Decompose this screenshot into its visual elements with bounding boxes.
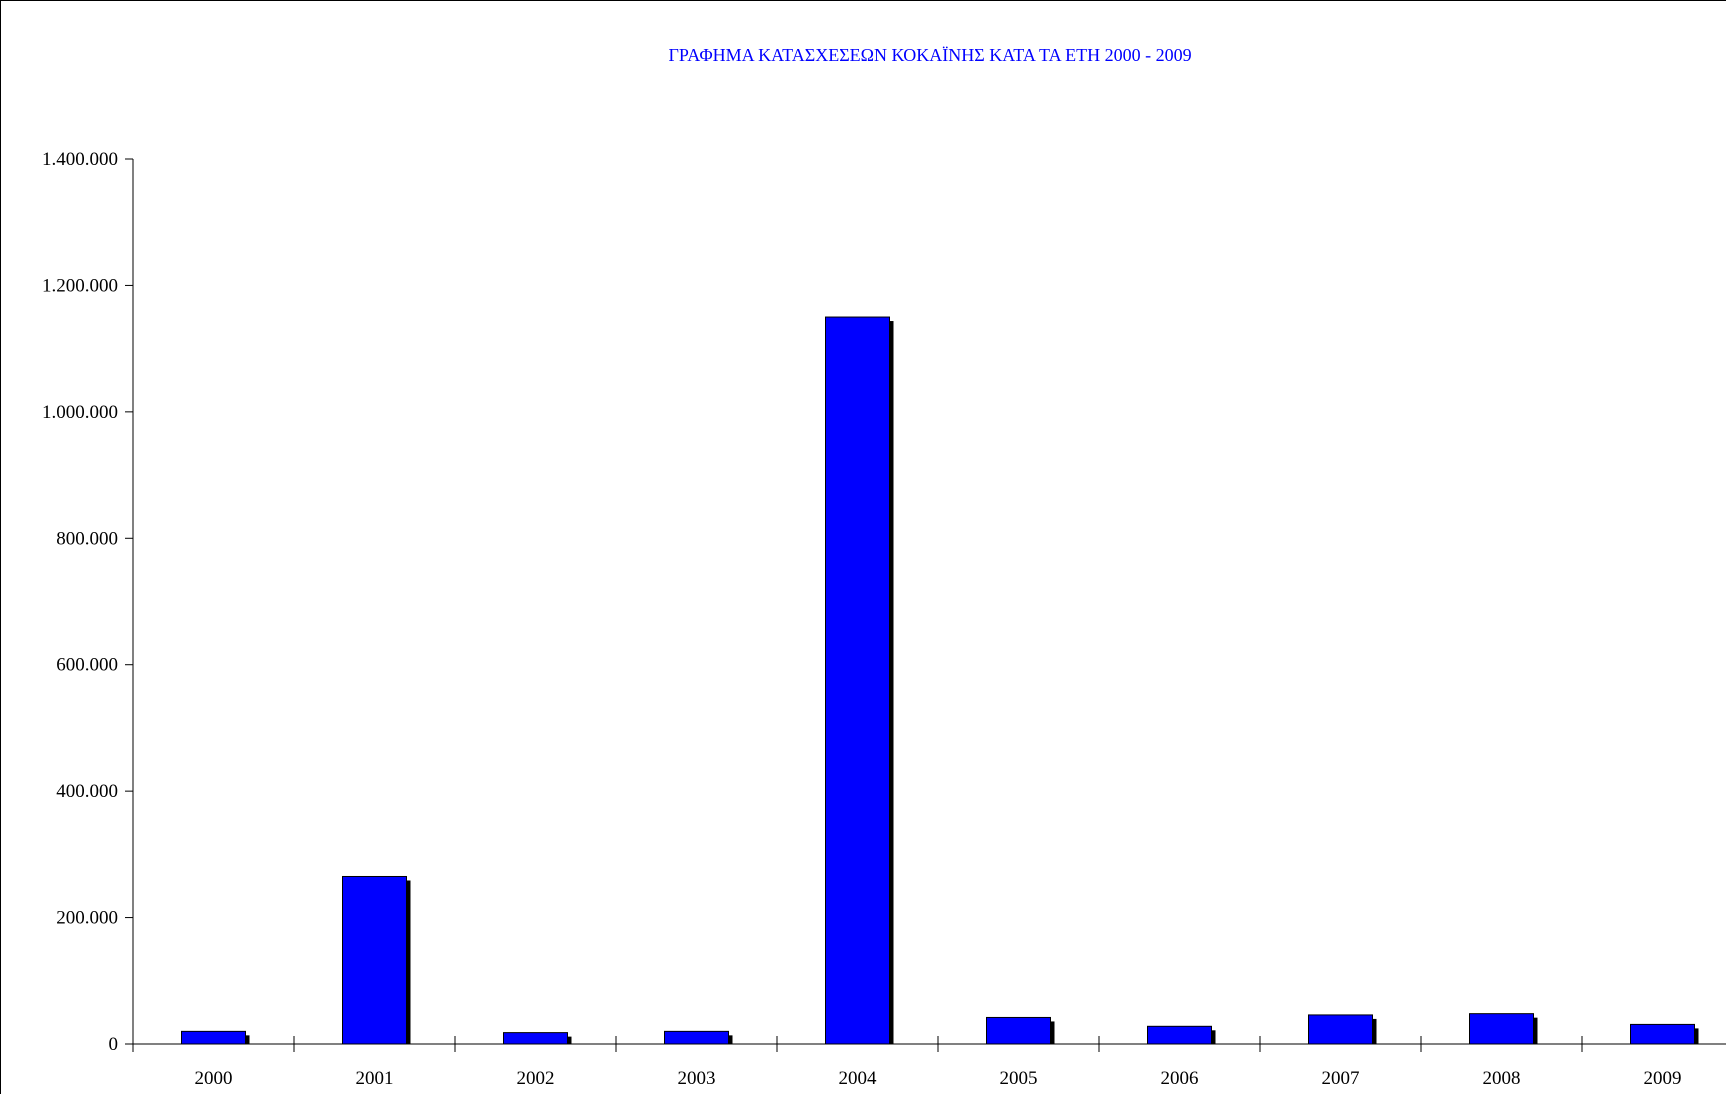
y-tick-label: 400.000 (56, 781, 118, 802)
y-tick-label: 1.400.000 (42, 149, 118, 170)
y-tick-label: 800.000 (56, 528, 118, 549)
x-tick-label: 2001 (356, 1068, 394, 1089)
bars (181, 316, 1699, 1045)
x-tick-label: 2008 (1483, 1068, 1521, 1089)
bar-2009 (1630, 1023, 1695, 1045)
x-tick-label: 2004 (839, 1068, 878, 1089)
y-tick-label: 600.000 (56, 655, 118, 676)
y-tick-label: 0 (109, 1034, 119, 1055)
x-ticks: 2000 2001 2002 2003 2004 2005 2006 2007 2008 2009 (195, 1036, 1682, 1089)
x-tick-label: 2003 (678, 1068, 716, 1089)
x-tick-label: 2006 (1161, 1068, 1199, 1089)
y-tick-label: 200.000 (56, 908, 118, 929)
chart-title: ΓΡΑΦΗΜΑ ΚΑΤΑΣΧΕΣΕΩΝ ΚΟΚΑΪΝΗΣ ΚΑΤΑ ΤΑ ΕΤΗ… (668, 45, 1192, 65)
x-tick-label: 2009 (1644, 1068, 1682, 1089)
bar-2008 (1469, 1013, 1534, 1045)
y-tick-label: 1.000.000 (42, 402, 118, 423)
x-tick-label: 2000 (195, 1068, 233, 1089)
y-tick-label: 1.200.000 (42, 275, 118, 296)
bar-2006 (1147, 1025, 1212, 1045)
bar-2004 (825, 316, 890, 1045)
x-tick-label: 2002 (517, 1068, 555, 1089)
bar-2001 (342, 875, 407, 1045)
bar-2000 (181, 1030, 246, 1045)
y-ticks: 0 200.000 400.000 600.000 800.000 1.000.000 1.… (42, 149, 133, 1055)
bar-2007 (1308, 1014, 1373, 1045)
bar-2002 (503, 1032, 568, 1045)
x-tick-label: 2005 (1000, 1068, 1038, 1089)
x-tick-label: 2007 (1322, 1068, 1360, 1089)
bar-2003 (664, 1030, 729, 1045)
bar-2005 (986, 1016, 1051, 1045)
